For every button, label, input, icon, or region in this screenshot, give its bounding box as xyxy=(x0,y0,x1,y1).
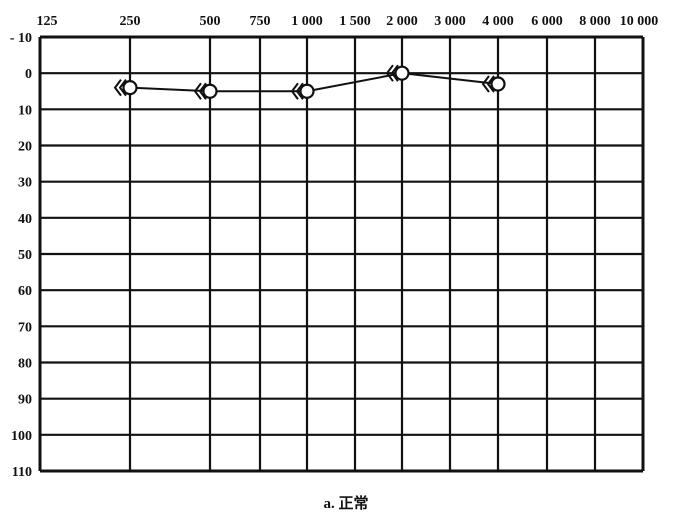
y-tick-label: 100 xyxy=(11,429,32,444)
y-tick-label: 70 xyxy=(18,320,32,335)
x-tick-label: 750 xyxy=(250,14,271,29)
y-tick-label: 20 xyxy=(18,140,32,155)
x-tick-label: 1 500 xyxy=(339,14,371,29)
x-tick-label: 4 000 xyxy=(482,14,514,29)
y-tick-label: 110 xyxy=(12,465,32,480)
data-point-circle xyxy=(490,76,506,92)
bone-conduction-bracket-icon xyxy=(193,82,207,100)
y-tick-label: - 10 xyxy=(10,31,32,46)
x-tick-label: 10 000 xyxy=(620,14,659,29)
bone-conduction-bracket-icon xyxy=(481,75,495,93)
bone-conduction-bracket-icon xyxy=(385,64,399,82)
x-tick-label: 2 000 xyxy=(386,14,418,29)
y-tick-label: 60 xyxy=(18,284,32,299)
x-tick-label: 125 xyxy=(37,14,58,29)
y-tick-label: 40 xyxy=(18,212,32,227)
x-tick-label: 8 000 xyxy=(579,14,611,29)
data-point-circle xyxy=(299,83,315,99)
x-tick-label: 3 000 xyxy=(434,14,466,29)
x-tick-label: 500 xyxy=(200,14,221,29)
y-tick-label: 0 xyxy=(25,67,32,82)
y-tick-label: 80 xyxy=(18,357,32,372)
bone-conduction-bracket-icon xyxy=(113,79,127,97)
y-tick-label: 10 xyxy=(18,103,32,118)
bone-conduction-bracket-icon xyxy=(290,82,304,100)
y-tick-label: 30 xyxy=(18,176,32,191)
x-tick-label: 250 xyxy=(120,14,141,29)
y-tick-label: 50 xyxy=(18,248,32,263)
x-tick-label: 1 000 xyxy=(291,14,323,29)
data-point-circle xyxy=(122,80,138,96)
data-point-circle xyxy=(394,65,410,81)
x-tick-label: 6 000 xyxy=(531,14,563,29)
data-point-circle xyxy=(202,83,218,99)
y-tick-label: 90 xyxy=(18,393,32,408)
